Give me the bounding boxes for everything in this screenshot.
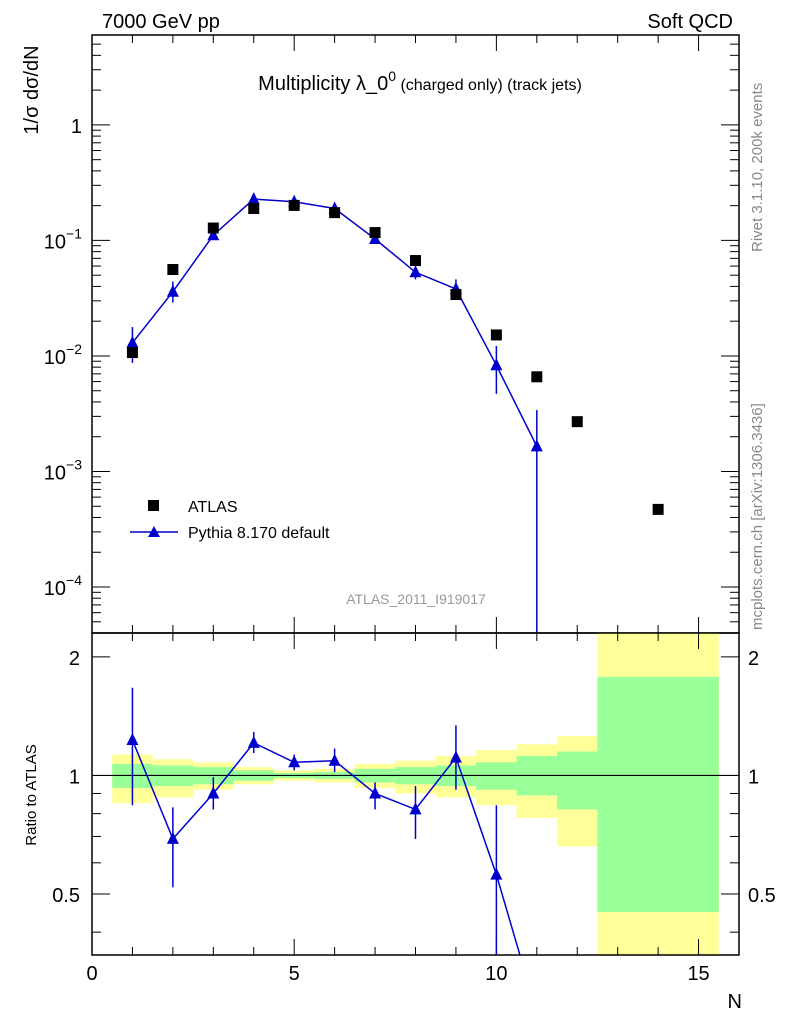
atlas-point	[288, 199, 300, 211]
pythia-point	[207, 228, 220, 241]
x-tick-label: 5	[289, 963, 300, 985]
top-y-tick-label: 10−3	[44, 456, 82, 484]
atlas-point	[248, 202, 260, 214]
atlas-point	[167, 264, 179, 276]
bottom-y-tick-label-right: 2	[748, 648, 759, 670]
atlas-point	[571, 416, 583, 428]
atlas-point	[207, 222, 219, 234]
bottom-panel: 0 5 10 15 0.5 0.5 1 1 2 2 Ratio to ATLAS N	[23, 632, 776, 1018]
top-y-tick-mantissa: 10	[44, 462, 66, 484]
pythia-point	[126, 335, 139, 348]
legend-marker-pythia	[148, 526, 160, 537]
top-y-tick-mantissa: 1	[71, 116, 82, 138]
chart-title: Multiplicity λ_00 (charged only) (track …	[258, 68, 582, 95]
legend-label-pythia: Pythia 8.170 default	[188, 525, 330, 542]
x-axis-label: N	[728, 991, 742, 1013]
ratio-point	[166, 831, 179, 844]
top-frame	[91, 34, 740, 634]
header-left: 7000 GeV pp	[102, 11, 220, 33]
ratio-point	[490, 867, 503, 880]
atlas-point	[450, 289, 462, 301]
top-y-tick-label: 10−1	[44, 225, 82, 253]
watermark: ATLAS_2011_I919017	[346, 591, 486, 607]
bottom-y-axis-label: Ratio to ATLAS	[23, 744, 40, 845]
x-tick-label: 15	[687, 963, 709, 985]
top-y-tick-label: 10−2	[44, 341, 82, 369]
top-panel: Multiplicity λ_00 (charged only) (track …	[21, 34, 740, 634]
top-y-tick-exponent: −4	[66, 572, 82, 588]
legend-marker-atlas	[148, 500, 159, 511]
pythia-point	[490, 358, 503, 371]
top-y-tick-exponent: −1	[66, 225, 82, 241]
atlas-point	[531, 371, 543, 383]
pythia-point	[247, 192, 260, 205]
top-y-tick-label: 1	[71, 116, 82, 138]
header-right: Soft QCD	[647, 11, 733, 33]
legend: ATLAS Pythia 8.170 default	[130, 499, 330, 542]
ratio-point	[288, 755, 301, 768]
legend-label-atlas: ATLAS	[188, 499, 238, 516]
atlas-point	[126, 347, 138, 359]
x-tick-label: 0	[86, 963, 97, 985]
atlas-point	[329, 207, 341, 219]
bottom-y-tick-label-left: 0.5	[52, 885, 80, 907]
x-tick-label: 10	[485, 963, 507, 985]
ratio-point	[207, 786, 220, 799]
top-y-tick-mantissa: 10	[44, 347, 66, 369]
pythia-line	[131, 198, 538, 447]
atlas-point	[490, 329, 502, 341]
pythia-point	[409, 265, 422, 278]
bottom-y-tick-label-right: 1	[748, 766, 759, 788]
source-label: mcplots.cern.ch [arXiv:1306.3436]	[749, 403, 766, 630]
ratio-band-green	[557, 751, 598, 810]
top-y-tick-label: 10−4	[44, 572, 82, 600]
atlas-point	[410, 255, 421, 267]
top-y-tick-mantissa: 10	[44, 231, 66, 253]
ratio-point	[126, 733, 139, 746]
ratio-point	[328, 753, 341, 766]
top-y-tick-exponent: −3	[66, 456, 82, 472]
top-y-tick-exponent: −2	[66, 341, 82, 357]
ratio-point	[449, 750, 462, 763]
pythia-point	[530, 439, 543, 452]
top-y-axis-label: 1/σ dσ/dN	[21, 45, 43, 134]
ratio-point	[531, 1006, 543, 1018]
ratio-point	[369, 786, 382, 799]
top-y-tick-mantissa: 10	[44, 578, 66, 600]
bottom-y-tick-label-right: 0.5	[748, 885, 776, 907]
pythia-point	[166, 284, 179, 297]
bottom-frame	[91, 632, 740, 956]
atlas-point	[652, 503, 664, 515]
rivet-label: Rivet 3.1.10, 200k events	[749, 83, 766, 252]
ratio-point	[409, 802, 422, 815]
ratio-band-green	[597, 676, 719, 913]
bottom-y-tick-label-left: 2	[69, 648, 80, 670]
bottom-y-tick-label-left: 1	[69, 766, 80, 788]
atlas-point	[369, 227, 381, 239]
ratio-point	[247, 735, 260, 748]
